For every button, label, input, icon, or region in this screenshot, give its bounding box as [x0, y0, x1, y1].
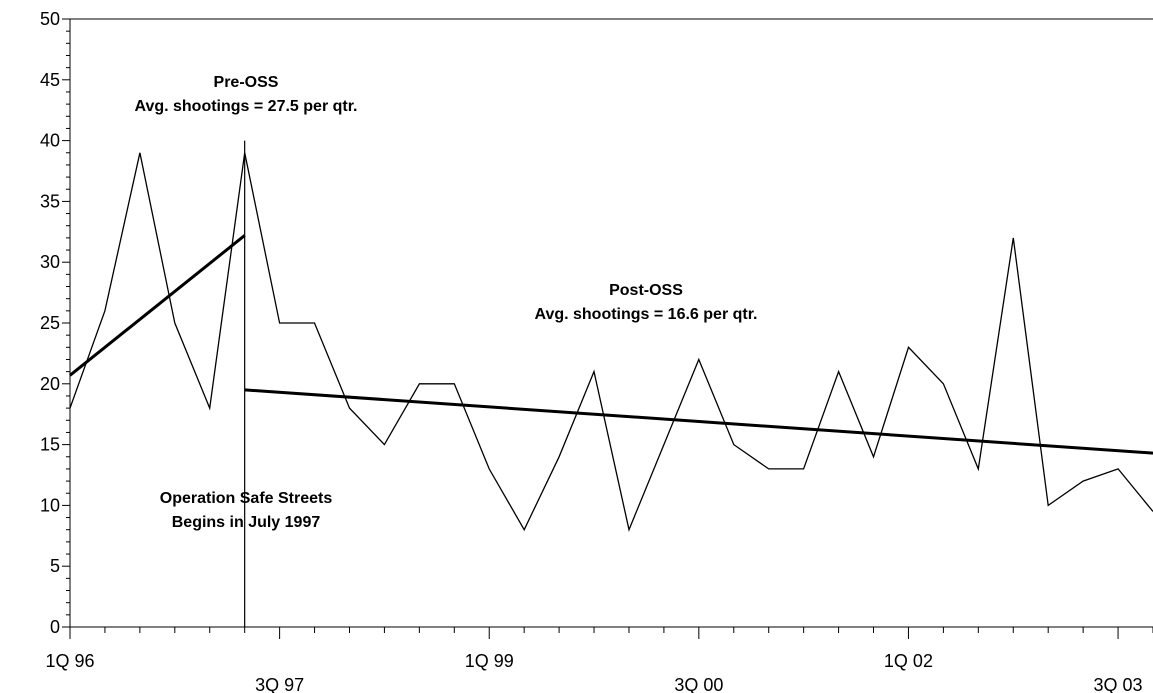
- y-tick-label: 5: [50, 556, 60, 576]
- series-line: [69, 152, 1153, 532]
- x-axis-ticks: 1Q 96 3Q 97 1Q 99 3Q 00 1Q 02 3Q 03: [45, 627, 1153, 693]
- y-tick-label: 0: [50, 617, 60, 637]
- post-oss-average: Avg. shootings = 16.6 per qtr.: [534, 306, 757, 323]
- y-tick-label: 15: [40, 435, 60, 455]
- chart-marks: [69, 140, 1153, 627]
- y-tick-label: 10: [40, 495, 60, 515]
- event-label-line2: Begins in July 1997: [172, 514, 321, 531]
- x-tick-label: 1Q 96: [45, 651, 94, 671]
- post-oss-title: Post-OSS: [609, 282, 683, 299]
- y-tick-label: 45: [40, 70, 60, 90]
- x-tick-label: 3Q 00: [674, 675, 723, 693]
- x-tick-label: 3Q 03: [1094, 675, 1143, 693]
- y-tick-label: 35: [40, 191, 60, 211]
- event-label-line1: Operation Safe Streets: [160, 490, 333, 507]
- post-oss-trend-line: [244, 388, 1153, 455]
- y-axis-ticks: 0 5 10 15 20 25 30 35 40 45 50: [40, 9, 70, 637]
- pre-oss-average: Avg. shootings = 27.5 per qtr.: [134, 98, 357, 115]
- pre-oss-title: Pre-OSS: [214, 74, 279, 91]
- pre-oss-trend-line: [69, 234, 246, 377]
- y-tick-label: 50: [40, 9, 60, 29]
- y-tick-label: 25: [40, 313, 60, 333]
- y-tick-label: 30: [40, 252, 60, 272]
- y-tick-label: 20: [40, 374, 60, 394]
- x-tick-label: 1Q 02: [884, 651, 933, 671]
- y-tick-label: 40: [40, 131, 60, 151]
- x-tick-label: 1Q 99: [465, 651, 514, 671]
- x-tick-label: 3Q 97: [255, 675, 304, 693]
- annotations: Pre-OSS Avg. shootings = 27.5 per qtr. P…: [134, 74, 757, 531]
